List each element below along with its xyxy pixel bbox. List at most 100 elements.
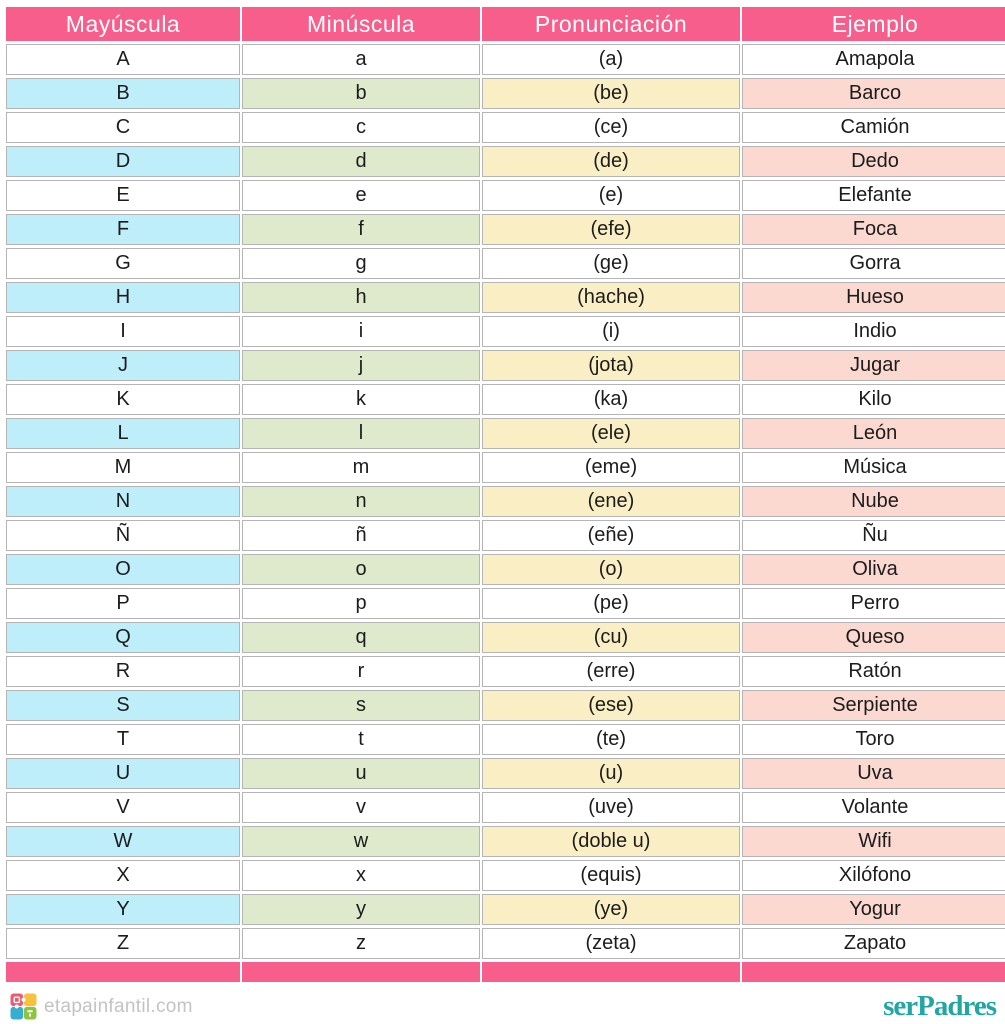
cell-minuscula: u — [242, 758, 480, 789]
cell-pronunciacion: (te) — [482, 724, 740, 755]
etapainfantil-logo: etapainfantil.com — [10, 993, 193, 1020]
cell-ejemplo: Uva — [742, 758, 1005, 789]
cell-pronunciacion: (ce) — [482, 112, 740, 143]
cell-ejemplo: Yogur — [742, 894, 1005, 925]
cell-mayuscula: T — [6, 724, 240, 755]
cell-ejemplo: Indio — [742, 316, 1005, 347]
cell-minuscula: v — [242, 792, 480, 823]
cell-mayuscula: E — [6, 180, 240, 211]
footer-bar-cell — [742, 962, 1005, 982]
cell-minuscula: r — [242, 656, 480, 687]
cell-pronunciacion: (be) — [482, 78, 740, 109]
cell-mayuscula: Q — [6, 622, 240, 653]
site-name: etapainfantil.com — [44, 995, 193, 1017]
cell-minuscula: g — [242, 248, 480, 279]
header-pronunciacion: Pronunciación — [482, 7, 740, 41]
cell-ejemplo: Serpiente — [742, 690, 1005, 721]
cell-ejemplo: Toro — [742, 724, 1005, 755]
cell-minuscula: f — [242, 214, 480, 245]
header-minuscula: Minúscula — [242, 7, 480, 41]
cell-ejemplo: Jugar — [742, 350, 1005, 381]
cell-minuscula: n — [242, 486, 480, 517]
cell-pronunciacion: (ese) — [482, 690, 740, 721]
footer-bar-cell — [482, 962, 740, 982]
serpadres-logo: serPadres — [883, 990, 997, 1022]
cell-mayuscula: A — [6, 44, 240, 75]
cell-pronunciacion: (eñe) — [482, 520, 740, 551]
cell-ejemplo: Camión — [742, 112, 1005, 143]
cell-pronunciacion: (ele) — [482, 418, 740, 449]
cell-minuscula: d — [242, 146, 480, 177]
cell-mayuscula: B — [6, 78, 240, 109]
cell-mayuscula: D — [6, 146, 240, 177]
cell-mayuscula: S — [6, 690, 240, 721]
cell-mayuscula: C — [6, 112, 240, 143]
cell-minuscula: y — [242, 894, 480, 925]
cell-mayuscula: L — [6, 418, 240, 449]
cell-pronunciacion: (efe) — [482, 214, 740, 245]
cell-pronunciacion: (de) — [482, 146, 740, 177]
cell-ejemplo: Nube — [742, 486, 1005, 517]
cell-minuscula: i — [242, 316, 480, 347]
cell-ejemplo: Barco — [742, 78, 1005, 109]
cell-ejemplo: Zapato — [742, 928, 1005, 959]
cell-ejemplo: Oliva — [742, 554, 1005, 585]
cell-pronunciacion: (uve) — [482, 792, 740, 823]
cell-pronunciacion: (ye) — [482, 894, 740, 925]
cell-ejemplo: León — [742, 418, 1005, 449]
footer-logos: etapainfantil.com serPadres — [4, 985, 1002, 1021]
cell-ejemplo: Xilófono — [742, 860, 1005, 891]
cell-ejemplo: Amapola — [742, 44, 1005, 75]
cell-mayuscula: R — [6, 656, 240, 687]
cell-pronunciacion: (i) — [482, 316, 740, 347]
cell-pronunciacion: (hache) — [482, 282, 740, 313]
cell-mayuscula: O — [6, 554, 240, 585]
puzzle-logo-icon — [10, 993, 37, 1020]
header-ejemplo: Ejemplo — [742, 7, 1005, 41]
cell-minuscula: t — [242, 724, 480, 755]
cell-pronunciacion: (equis) — [482, 860, 740, 891]
cell-minuscula: s — [242, 690, 480, 721]
cell-mayuscula: V — [6, 792, 240, 823]
cell-ejemplo: Ñu — [742, 520, 1005, 551]
cell-ejemplo: Perro — [742, 588, 1005, 619]
footer-bar-row — [6, 962, 1005, 982]
cell-mayuscula: W — [6, 826, 240, 857]
cell-ejemplo: Dedo — [742, 146, 1005, 177]
cell-pronunciacion: (ge) — [482, 248, 740, 279]
cell-mayuscula: K — [6, 384, 240, 415]
cell-pronunciacion: (e) — [482, 180, 740, 211]
cell-mayuscula: H — [6, 282, 240, 313]
cell-pronunciacion: (ka) — [482, 384, 740, 415]
cell-ejemplo: Volante — [742, 792, 1005, 823]
header-mayuscula: Mayúscula — [6, 7, 240, 41]
cell-minuscula: a — [242, 44, 480, 75]
cell-minuscula: k — [242, 384, 480, 415]
cell-mayuscula: I — [6, 316, 240, 347]
cell-pronunciacion: (eme) — [482, 452, 740, 483]
cell-pronunciacion: (cu) — [482, 622, 740, 653]
cell-mayuscula: X — [6, 860, 240, 891]
cell-pronunciacion: (zeta) — [482, 928, 740, 959]
cell-minuscula: q — [242, 622, 480, 653]
cell-ejemplo: Elefante — [742, 180, 1005, 211]
